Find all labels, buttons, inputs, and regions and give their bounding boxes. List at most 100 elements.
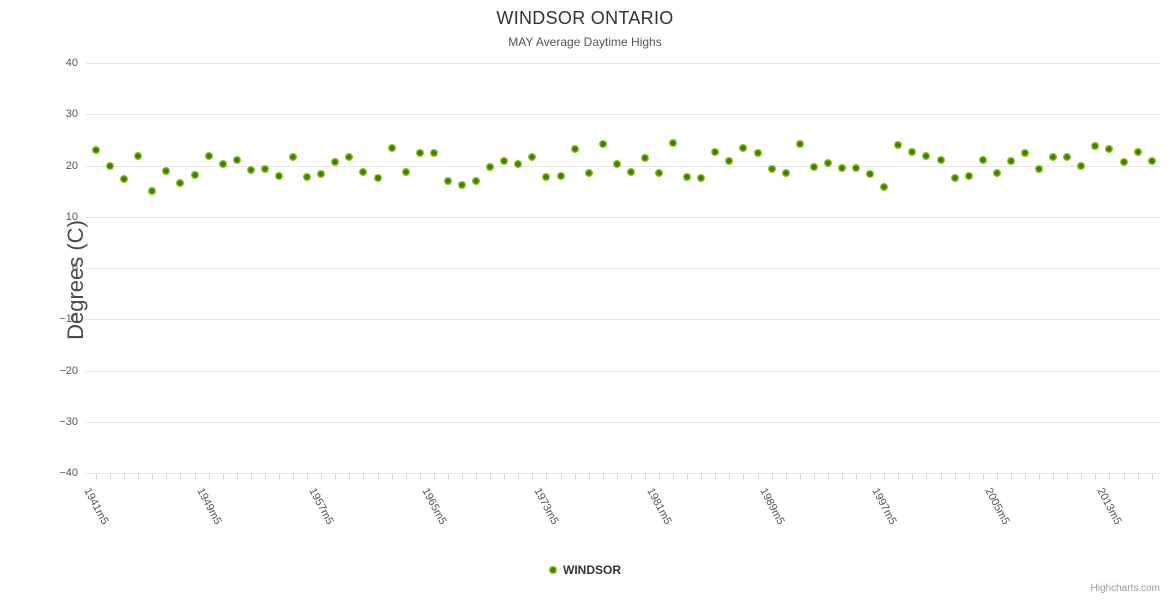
data-point[interactable] [570, 145, 579, 154]
x-axis-tick [644, 474, 646, 480]
data-point[interactable] [303, 172, 312, 181]
data-point[interactable] [429, 148, 438, 157]
data-point[interactable] [1105, 145, 1114, 154]
data-point[interactable] [739, 144, 748, 153]
data-point[interactable] [106, 161, 115, 170]
data-point[interactable] [612, 159, 621, 168]
x-axis-tick [1081, 474, 1083, 480]
data-point[interactable] [289, 152, 298, 161]
data-point[interactable] [1049, 153, 1058, 162]
data-point[interactable] [528, 152, 537, 161]
x-axis-tick [560, 474, 562, 480]
data-point[interactable] [823, 158, 832, 167]
data-point[interactable] [500, 156, 509, 165]
data-point[interactable] [373, 174, 382, 183]
x-axis-tick [757, 474, 759, 480]
legend[interactable]: WINDSOR [0, 563, 1170, 577]
data-point[interactable] [598, 139, 607, 148]
data-point[interactable] [514, 159, 523, 168]
data-point[interactable] [387, 144, 396, 153]
x-axis-tick [335, 474, 337, 480]
data-point[interactable] [1091, 141, 1100, 150]
x-axis-tick-label: 1989m5 [757, 486, 787, 527]
data-point[interactable] [134, 151, 143, 160]
data-point[interactable] [908, 148, 917, 157]
data-point[interactable] [92, 146, 100, 155]
data-point[interactable] [894, 141, 903, 149]
data-point[interactable] [852, 163, 861, 172]
data-point[interactable] [486, 162, 495, 171]
data-point[interactable] [204, 152, 213, 161]
data-point[interactable] [345, 153, 354, 162]
data-point[interactable] [218, 159, 227, 168]
data-point[interactable] [936, 155, 945, 164]
x-axis-tick [208, 474, 210, 480]
data-point[interactable] [669, 139, 678, 148]
x-axis-tick [293, 474, 295, 480]
data-point[interactable] [626, 167, 635, 176]
data-point[interactable] [331, 157, 340, 166]
data-point[interactable] [781, 169, 790, 178]
data-point[interactable] [1021, 149, 1030, 158]
data-point[interactable] [1133, 148, 1142, 157]
data-point[interactable] [1063, 152, 1072, 161]
y-axis-tick-label: 20 [65, 159, 78, 172]
data-point[interactable] [359, 168, 368, 177]
data-point[interactable] [415, 148, 424, 157]
data-point[interactable] [697, 173, 706, 182]
data-point[interactable] [317, 170, 326, 179]
data-point[interactable] [1035, 165, 1044, 174]
data-point[interactable] [753, 148, 762, 157]
data-point[interactable] [232, 155, 241, 164]
y-axis-tick-label: −20 [59, 364, 78, 377]
data-point[interactable] [274, 171, 283, 180]
x-axis-tick [194, 474, 196, 480]
data-point[interactable] [978, 155, 987, 164]
x-axis-tick [912, 474, 914, 480]
data-point[interactable] [880, 183, 889, 192]
data-point[interactable] [120, 174, 129, 183]
data-point[interactable] [542, 173, 551, 182]
data-point[interactable] [922, 152, 931, 161]
data-point[interactable] [767, 165, 776, 174]
data-point[interactable] [1077, 161, 1086, 170]
data-point[interactable] [190, 171, 199, 180]
data-point[interactable] [795, 139, 804, 148]
data-point[interactable] [148, 187, 157, 196]
data-point[interactable] [584, 169, 593, 178]
data-point[interactable] [683, 173, 692, 182]
data-point[interactable] [556, 172, 565, 181]
x-axis-tick [898, 474, 900, 480]
x-axis-tick [518, 474, 520, 480]
data-point[interactable] [162, 166, 171, 175]
x-axis-tick [884, 474, 886, 480]
data-point[interactable] [655, 169, 664, 178]
data-point[interactable] [725, 156, 734, 165]
x-axis-tick [433, 474, 435, 480]
data-point[interactable] [866, 170, 875, 179]
data-point[interactable] [964, 171, 973, 180]
data-point[interactable] [457, 181, 466, 190]
data-point[interactable] [1147, 156, 1156, 165]
data-point[interactable] [176, 178, 185, 187]
y-axis-tick-label: −10 [59, 313, 78, 326]
data-point[interactable] [992, 169, 1001, 178]
data-point[interactable] [260, 164, 269, 173]
data-point[interactable] [950, 174, 959, 183]
highcharts-credits-link[interactable]: Highcharts.com [1090, 583, 1160, 594]
data-point[interactable] [246, 165, 255, 174]
data-point[interactable] [838, 163, 847, 172]
data-point[interactable] [401, 167, 410, 176]
x-axis-tick [250, 474, 252, 480]
data-point[interactable] [809, 162, 818, 171]
data-point[interactable] [1119, 158, 1128, 167]
data-point[interactable] [711, 147, 720, 156]
data-point[interactable] [640, 153, 649, 162]
data-point[interactable] [1006, 156, 1015, 165]
x-axis-tick [321, 474, 323, 480]
x-axis-tick [659, 474, 661, 480]
x-axis-tick [673, 474, 675, 480]
x-axis-tick-label: 1981m5 [644, 486, 674, 527]
data-point[interactable] [443, 177, 452, 186]
data-point[interactable] [472, 176, 481, 185]
